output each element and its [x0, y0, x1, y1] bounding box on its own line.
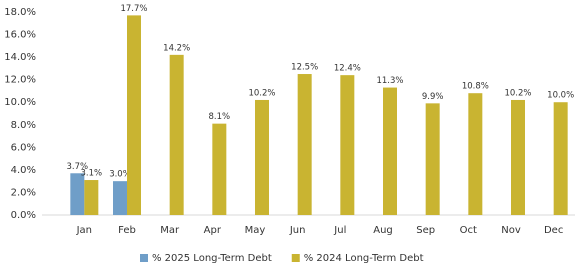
x-tick-label: Jan	[76, 225, 92, 236]
x-tick-label: Nov	[501, 225, 521, 236]
value-label: 10.0%	[547, 91, 574, 101]
x-tick-label: Jun	[289, 225, 306, 236]
x-tick-label: Jul	[333, 225, 346, 236]
y-tick-label: 12.0%	[4, 75, 36, 86]
bar	[70, 173, 85, 215]
y-tick-label: 0.0%	[11, 210, 36, 221]
legend-swatch	[140, 254, 148, 262]
value-label: 3.7%	[67, 162, 89, 172]
bar	[255, 99, 269, 215]
bar	[84, 180, 99, 215]
y-tick-label: 8.0%	[11, 120, 36, 131]
x-tick-label: May	[245, 225, 266, 236]
value-label: 3.1%	[81, 169, 103, 179]
y-tick-label: 2.0%	[11, 187, 36, 198]
x-tick-label: Apr	[204, 225, 222, 236]
value-label: 9.9%	[422, 92, 444, 102]
legend-label: % 2025 Long-Term Debt	[152, 253, 272, 264]
x-tick-label: Feb	[118, 225, 136, 236]
bar	[340, 75, 355, 216]
bar	[169, 54, 184, 215]
bar	[553, 102, 568, 215]
y-tick-label: 16.0%	[4, 30, 36, 41]
bar	[212, 123, 227, 215]
value-label: 11.3%	[376, 76, 403, 86]
x-tick-label: Aug	[373, 225, 393, 236]
value-label: 17.7%	[120, 4, 147, 14]
value-label: 8.1%	[209, 112, 231, 122]
y-tick-label: 18.0%	[4, 7, 36, 18]
legend-swatch	[291, 254, 300, 262]
x-tick-label: Dec	[544, 225, 563, 236]
bar	[297, 74, 312, 216]
value-label: 10.2%	[248, 88, 275, 98]
y-tick-label: 6.0%	[11, 142, 36, 153]
bar	[383, 87, 397, 215]
y-tick-label: 4.0%	[11, 165, 36, 176]
value-label: 12.4%	[334, 64, 361, 74]
bar	[127, 15, 141, 216]
x-tick-label: Oct	[460, 225, 477, 236]
value-label: 10.2%	[504, 88, 531, 98]
bar	[468, 93, 483, 215]
value-label: 3.0%	[109, 170, 131, 180]
bar	[113, 181, 127, 215]
x-tick-label: Mar	[160, 225, 180, 236]
value-label: 10.8%	[462, 82, 489, 92]
value-label: 14.2%	[163, 43, 190, 53]
bar	[511, 99, 525, 215]
value-label: 12.5%	[291, 63, 318, 73]
y-tick-label: 10.0%	[4, 97, 36, 108]
legend-label: % 2024 Long-Term Debt	[304, 253, 424, 264]
x-tick-label: Sep	[416, 225, 435, 236]
y-tick-label: 14.0%	[4, 52, 36, 63]
bar	[425, 103, 440, 215]
